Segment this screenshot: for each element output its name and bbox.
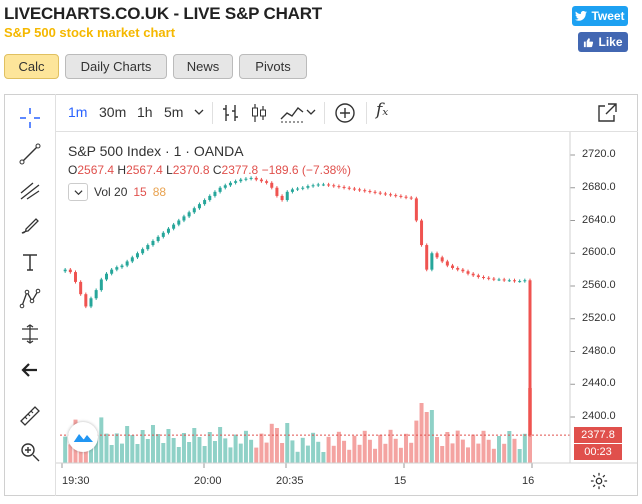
time-axis-label: 19:30 (62, 475, 90, 487)
tweet-label: Tweet (591, 9, 625, 23)
like-label: Like (598, 35, 623, 49)
ohlc-readout: O2567.4 H2567.4 L2370.8 C2377.8 −189.6 (… (68, 163, 351, 177)
chart-widget (4, 94, 638, 496)
site-subtitle: S&P 500 stock market chart (4, 25, 176, 40)
fx-icon[interactable]: fₓ (376, 100, 389, 120)
tweet-button[interactable]: Tweet (572, 6, 628, 26)
tab-calc[interactable]: Calc (4, 54, 59, 79)
collapse-legend-button[interactable] (68, 183, 88, 201)
candles-style-icon[interactable] (250, 103, 268, 128)
pattern-tool-icon[interactable] (16, 284, 44, 312)
ruler-icon[interactable] (16, 402, 44, 430)
timeframe-30m[interactable]: 30m (99, 104, 127, 120)
tab-news[interactable]: News (173, 54, 233, 79)
timeframe-1h[interactable]: 1h (137, 104, 153, 120)
price-axis-label: 2720.0 (582, 148, 616, 160)
tab-daily-charts[interactable]: Daily Charts (65, 54, 167, 79)
time-axis-label: 16 (522, 475, 535, 487)
price-axis-label: 2520.0 (582, 311, 616, 324)
tab-bar: Calc Daily Charts News Pivots (4, 54, 307, 79)
site-title: LIVECHARTS.CO.UK - LIVE S&P CHART (4, 4, 322, 23)
timeframe-5m[interactable]: 5m (164, 104, 184, 120)
volume-value-a: 15 (133, 185, 147, 199)
thumbs-up-icon (584, 37, 594, 47)
bar-countdown-tag: 00:23 (574, 444, 622, 460)
add-indicator-icon[interactable] (334, 102, 356, 129)
chevron-down-icon[interactable] (306, 104, 316, 122)
fullscreen-icon[interactable] (596, 102, 618, 129)
price-axis-label: 2680.0 (582, 180, 616, 193)
zoom-in-icon[interactable] (16, 438, 44, 466)
price-axis-label: 2440.0 (582, 377, 616, 390)
current-price-tag: 2377.8 (574, 427, 622, 443)
chart-toolbar: 1m 30m 1h 5m fₓ (56, 94, 638, 132)
volume-legend: Vol 20 15 88 (68, 183, 166, 201)
like-button[interactable]: Like (578, 32, 628, 52)
settings-gear-icon[interactable] (590, 472, 608, 495)
price-axis-label: 2600.0 (582, 246, 616, 259)
volume-label: Vol 20 (94, 185, 128, 199)
time-axis-label: 20:00 (194, 475, 222, 487)
twitter-bird-icon (575, 11, 588, 21)
time-axis-label: 20:35 (276, 475, 304, 487)
chevron-down-icon[interactable] (194, 104, 204, 122)
tab-pivots[interactable]: Pivots (239, 54, 307, 79)
timeframe-1m[interactable]: 1m (68, 104, 88, 120)
trend-line-icon[interactable] (16, 140, 44, 168)
bars-style-icon[interactable] (222, 103, 240, 128)
area-style-icon[interactable] (280, 103, 304, 128)
drawing-toolbar (4, 94, 56, 496)
back-arrow-icon[interactable] (16, 356, 44, 384)
price-axis-label: 2560.0 (582, 279, 616, 291)
price-axis-label: 2640.0 (582, 213, 616, 226)
price-axis-label: 2400.0 (582, 410, 616, 422)
measure-tool-icon[interactable] (16, 320, 44, 348)
brush-icon[interactable] (16, 212, 44, 240)
text-tool-icon[interactable] (16, 248, 44, 276)
price-axis-label: 2480.0 (582, 344, 616, 357)
symbol-title: S&P 500 Index · 1 · OANDA (68, 143, 244, 159)
volume-value-b: 88 (152, 185, 167, 199)
time-axis-label: 15 (394, 475, 407, 487)
fib-tool-icon[interactable] (16, 176, 44, 204)
tradingview-logo-icon[interactable] (68, 422, 98, 452)
crosshair-icon[interactable] (16, 104, 44, 132)
